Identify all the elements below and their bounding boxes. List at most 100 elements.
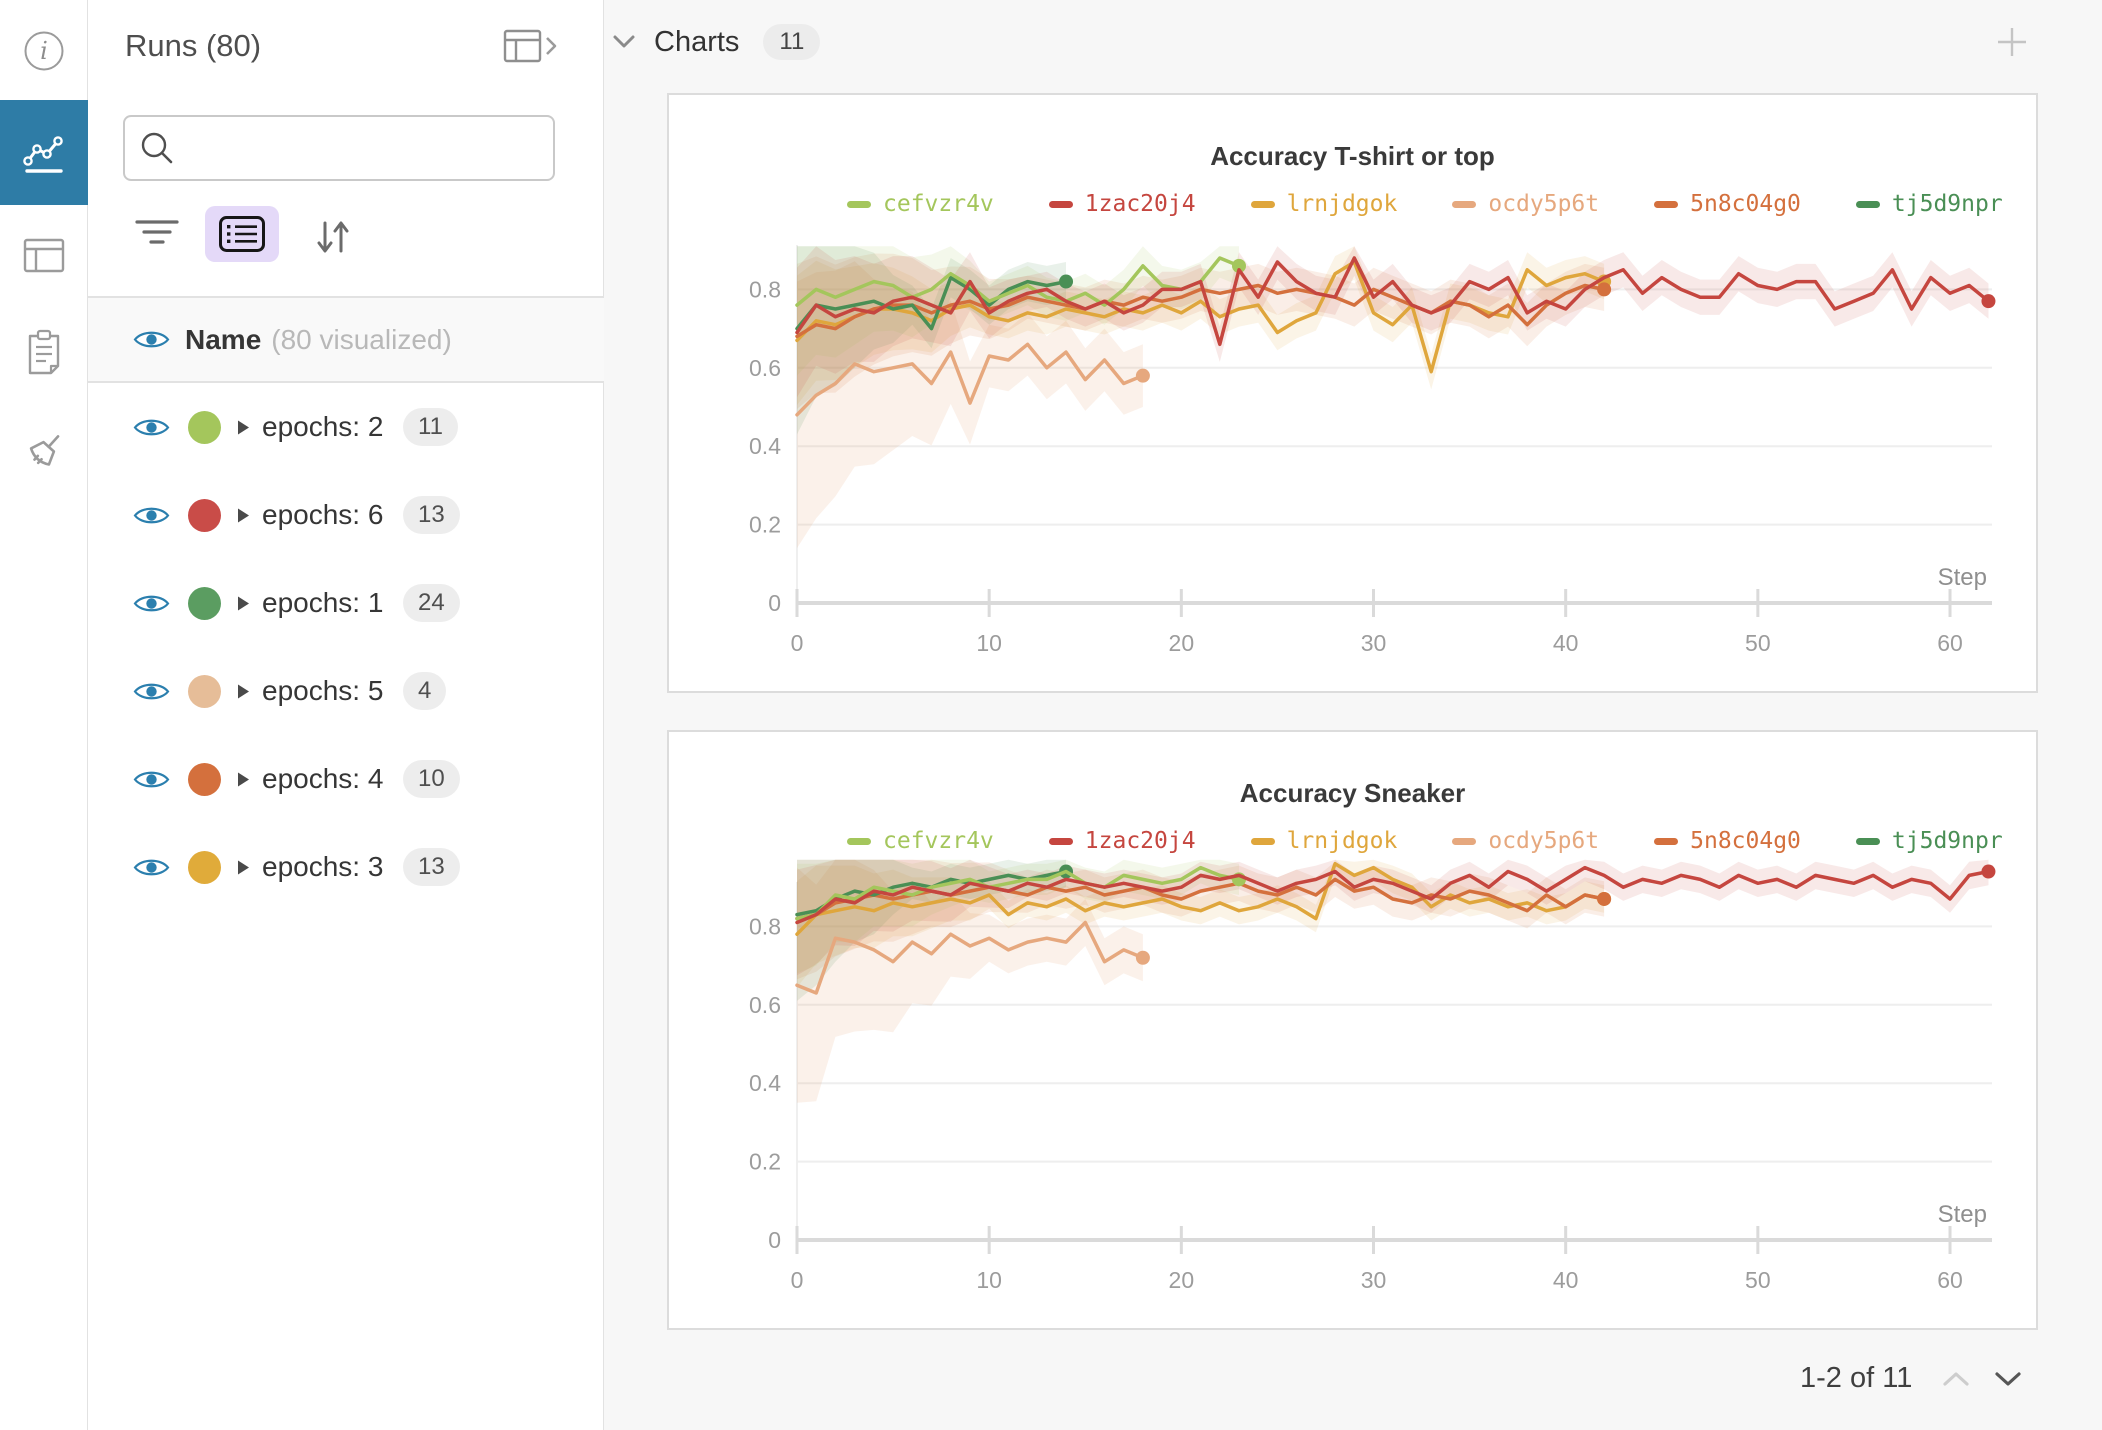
- run-group-row[interactable]: epochs: 3 13: [88, 823, 604, 911]
- run-group-row[interactable]: epochs: 5 4: [88, 647, 604, 735]
- legend-entry[interactable]: 5n8c04g0: [1654, 191, 1801, 217]
- group-runs-button[interactable]: [205, 206, 279, 262]
- run-color-dot: [188, 674, 221, 708]
- charts-pagination: 1-2 of 11: [1800, 1362, 2044, 1395]
- pagination-prev-button[interactable]: [1940, 1369, 1972, 1389]
- visibility-eye-icon[interactable]: [133, 327, 170, 352]
- expand-caret-icon[interactable]: [237, 683, 250, 700]
- legend-swatch: [1250, 837, 1275, 845]
- clipboard-icon: [28, 329, 60, 375]
- legend-run-id: lrnjdgok: [1286, 191, 1398, 217]
- chevron-down-icon: [1995, 1371, 2021, 1386]
- rail-item-table[interactable]: [0, 232, 88, 278]
- legend-swatch: [1452, 200, 1477, 208]
- svg-text:0.4: 0.4: [749, 433, 781, 459]
- plus-icon: [1998, 28, 2026, 56]
- legend-entry[interactable]: tj5d9npr: [1855, 191, 2003, 217]
- legend-entry[interactable]: cefvzr4v: [847, 828, 994, 854]
- svg-text:0.2: 0.2: [749, 1149, 781, 1175]
- legend-swatch: [847, 837, 871, 845]
- legend-swatch: [1048, 200, 1073, 208]
- run-group-row[interactable]: epochs: 2 11: [88, 383, 604, 471]
- collapse-section-button[interactable]: [612, 33, 636, 51]
- svg-text:50: 50: [1745, 1267, 1771, 1293]
- run-group-row[interactable]: epochs: 6 13: [88, 471, 604, 559]
- visibility-eye-icon[interactable]: [133, 767, 170, 792]
- svg-text:0.8: 0.8: [749, 276, 781, 302]
- svg-text:0: 0: [791, 1267, 804, 1293]
- svg-text:0.8: 0.8: [749, 913, 781, 939]
- visibility-eye-icon[interactable]: [133, 415, 170, 440]
- legend-run-id: cefvzr4v: [883, 828, 994, 854]
- run-color-dot: [188, 498, 221, 532]
- filter-icon: [135, 220, 179, 244]
- legend-entry[interactable]: cefvzr4v: [847, 191, 994, 217]
- svg-text:60: 60: [1937, 1267, 1963, 1293]
- run-group-label: epochs: 4: [262, 763, 384, 794]
- svg-text:0.2: 0.2: [749, 512, 781, 538]
- legend-run-id: ocdy5p6t: [1488, 828, 1600, 854]
- legend-entry[interactable]: tj5d9npr: [1855, 828, 2003, 854]
- legend-swatch: [1048, 837, 1073, 845]
- chart-plot-area[interactable]: 0 10 20 30 40 50 60 0 0.2 0.4 0.6 0.8 Step: [669, 732, 2040, 1332]
- legend-run-id: 1zac20j4: [1084, 828, 1196, 854]
- legend-entry[interactable]: 5n8c04g0: [1654, 828, 1801, 854]
- rail-item-overview[interactable]: i: [0, 28, 88, 74]
- visibility-eye-icon[interactable]: [133, 591, 170, 616]
- legend-run-id: 5n8c04g0: [1690, 191, 1801, 217]
- run-count-badge: 10: [403, 760, 460, 798]
- svg-text:0.4: 0.4: [749, 1070, 781, 1096]
- left-icon-rail: i: [0, 0, 88, 1430]
- expand-caret-icon[interactable]: [237, 507, 250, 524]
- svg-text:30: 30: [1361, 1267, 1387, 1293]
- expand-caret-icon[interactable]: [237, 595, 250, 612]
- expand-caret-icon[interactable]: [237, 771, 250, 788]
- run-list-header-row: Name (80 visualized): [88, 296, 604, 383]
- pagination-label: 1-2 of 11: [1800, 1362, 1913, 1394]
- chart-title: Accuracy Sneaker: [1239, 778, 1466, 808]
- legend-run-id: 5n8c04g0: [1690, 828, 1801, 854]
- legend-entry[interactable]: lrnjdgok: [1250, 828, 1397, 854]
- open-runs-table-button[interactable]: [503, 26, 559, 71]
- visibility-eye-icon[interactable]: [133, 679, 170, 704]
- visibility-eye-icon[interactable]: [133, 503, 170, 528]
- sort-runs-button[interactable]: [310, 216, 354, 263]
- rail-item-logs[interactable]: [0, 322, 88, 382]
- run-color-dot: [188, 850, 221, 884]
- rail-item-sweeps[interactable]: [0, 420, 88, 484]
- run-count-badge: 24: [403, 584, 460, 622]
- run-color-dot: [188, 762, 221, 796]
- legend-entry[interactable]: 1zac20j4: [1048, 828, 1196, 854]
- legend-entry[interactable]: ocdy5p6t: [1452, 191, 1599, 217]
- svg-text:0: 0: [768, 590, 781, 616]
- rail-item-charts[interactable]: [0, 100, 88, 205]
- run-search-input[interactable]: [123, 115, 555, 181]
- filter-runs-button[interactable]: [135, 218, 179, 253]
- list-icon: [219, 216, 265, 252]
- expand-caret-icon[interactable]: [237, 859, 250, 876]
- legend-entry[interactable]: ocdy5p6t: [1452, 828, 1599, 854]
- visibility-eye-icon[interactable]: [133, 855, 170, 880]
- broom-icon: [29, 435, 60, 466]
- run-group-row[interactable]: epochs: 1 24: [88, 559, 604, 647]
- run-count-badge: 13: [403, 848, 460, 886]
- chart-plot-area[interactable]: 0 10 20 30 40 50 60 0 0.2 0.4 0.6 0.8 Step: [669, 95, 2040, 695]
- svg-text:50: 50: [1745, 630, 1771, 656]
- expand-caret-icon[interactable]: [237, 419, 250, 436]
- pagination-next-button[interactable]: [1992, 1369, 2024, 1389]
- svg-text:20: 20: [1169, 1267, 1195, 1293]
- legend-entry[interactable]: 1zac20j4: [1048, 191, 1196, 217]
- table-expand-icon: [503, 29, 557, 63]
- run-group-row[interactable]: epochs: 4 10: [88, 735, 604, 823]
- svg-text:40: 40: [1553, 1267, 1579, 1293]
- svg-text:Step: Step: [1938, 1201, 1987, 1228]
- add-panel-button[interactable]: [1994, 24, 2030, 65]
- chart-legend: cefvzr4v 1zac20j4 lrnjdgok ocdy5p6t 5n8c…: [847, 191, 2003, 217]
- runs-panel-title: Runs (80): [125, 28, 262, 63]
- svg-text:10: 10: [976, 1267, 1002, 1293]
- svg-text:20: 20: [1169, 630, 1195, 656]
- legend-entry[interactable]: lrnjdgok: [1250, 191, 1398, 217]
- legend-swatch: [1855, 837, 1880, 845]
- legend-swatch: [1250, 200, 1275, 208]
